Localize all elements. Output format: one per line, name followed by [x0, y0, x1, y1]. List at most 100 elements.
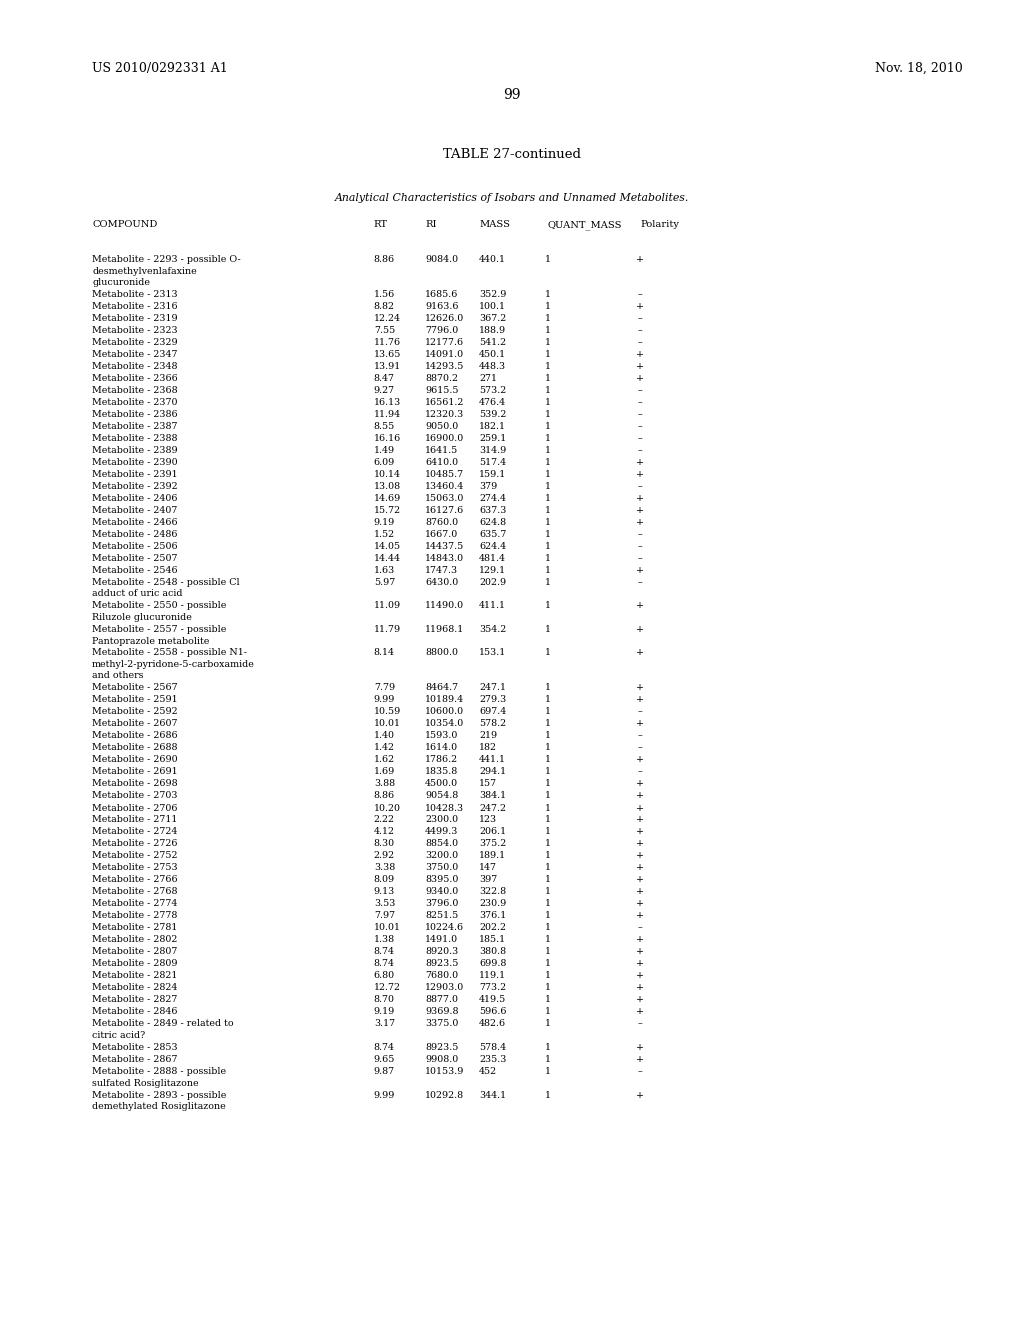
- Text: 189.1: 189.1: [479, 851, 506, 861]
- Text: 235.3: 235.3: [479, 1055, 507, 1064]
- Text: Metabolite - 2391: Metabolite - 2391: [92, 470, 178, 479]
- Text: –: –: [638, 422, 642, 432]
- Text: –: –: [638, 385, 642, 395]
- Text: 259.1: 259.1: [479, 434, 507, 444]
- Text: 11490.0: 11490.0: [425, 602, 464, 610]
- Text: 1: 1: [545, 983, 551, 993]
- Text: 624.8: 624.8: [479, 517, 506, 527]
- Text: 1667.0: 1667.0: [425, 531, 458, 539]
- Text: Metabolite - 2592: Metabolite - 2592: [92, 708, 178, 717]
- Text: 2.92: 2.92: [374, 851, 395, 861]
- Text: 10.59: 10.59: [374, 708, 401, 717]
- Text: Metabolite - 2387: Metabolite - 2387: [92, 422, 177, 432]
- Text: 1: 1: [545, 924, 551, 932]
- Text: MASS: MASS: [479, 220, 510, 228]
- Text: 185.1: 185.1: [479, 936, 506, 945]
- Text: Metabolite - 2821: Metabolite - 2821: [92, 972, 177, 981]
- Text: +: +: [636, 1090, 644, 1100]
- Text: 9050.0: 9050.0: [425, 422, 458, 432]
- Text: 1: 1: [545, 755, 551, 764]
- Text: 1: 1: [545, 1055, 551, 1064]
- Text: +: +: [636, 863, 644, 873]
- Text: 10.20: 10.20: [374, 804, 400, 813]
- Text: Metabolite - 2768: Metabolite - 2768: [92, 887, 177, 896]
- Text: 1786.2: 1786.2: [425, 755, 458, 764]
- Text: 6430.0: 6430.0: [425, 578, 458, 587]
- Text: 10428.3: 10428.3: [425, 804, 464, 813]
- Text: 1: 1: [545, 624, 551, 634]
- Text: –: –: [638, 543, 642, 550]
- Text: 10292.8: 10292.8: [425, 1090, 464, 1100]
- Text: +: +: [636, 362, 644, 371]
- Text: +: +: [636, 494, 644, 503]
- Text: Metabolite - 2807: Metabolite - 2807: [92, 948, 177, 957]
- Text: Metabolite - 2802: Metabolite - 2802: [92, 936, 177, 945]
- Text: 380.8: 380.8: [479, 948, 506, 957]
- Text: sulfated Rosiglitazone: sulfated Rosiglitazone: [92, 1078, 199, 1088]
- Text: 1.49: 1.49: [374, 446, 395, 455]
- Text: Metabolite - 2688: Metabolite - 2688: [92, 743, 177, 752]
- Text: 573.2: 573.2: [479, 385, 507, 395]
- Text: 9.19: 9.19: [374, 517, 395, 527]
- Text: +: +: [636, 624, 644, 634]
- Text: 14843.0: 14843.0: [425, 554, 464, 564]
- Text: 8.74: 8.74: [374, 960, 395, 969]
- Text: +: +: [636, 792, 644, 800]
- Text: –: –: [638, 743, 642, 752]
- Text: 1: 1: [545, 482, 551, 491]
- Text: 247.1: 247.1: [479, 684, 506, 693]
- Text: 12626.0: 12626.0: [425, 314, 464, 323]
- Text: 3.38: 3.38: [374, 863, 395, 873]
- Text: 1: 1: [545, 863, 551, 873]
- Text: 9.19: 9.19: [374, 1007, 395, 1016]
- Text: 1: 1: [545, 972, 551, 981]
- Text: Metabolite - 2407: Metabolite - 2407: [92, 506, 177, 515]
- Text: 14091.0: 14091.0: [425, 350, 464, 359]
- Text: –: –: [638, 399, 642, 407]
- Text: 15.72: 15.72: [374, 506, 400, 515]
- Text: 1: 1: [545, 446, 551, 455]
- Text: 159.1: 159.1: [479, 470, 507, 479]
- Text: 1: 1: [545, 948, 551, 957]
- Text: citric acid?: citric acid?: [92, 1031, 145, 1040]
- Text: 219: 219: [479, 731, 498, 741]
- Text: Metabolite - 2366: Metabolite - 2366: [92, 374, 178, 383]
- Text: 3796.0: 3796.0: [425, 899, 459, 908]
- Text: +: +: [636, 780, 644, 788]
- Text: 624.4: 624.4: [479, 543, 506, 550]
- Text: 2.22: 2.22: [374, 816, 395, 825]
- Text: Analytical Characteristics of Isobars and Unnamed Metabolites.: Analytical Characteristics of Isobars an…: [335, 193, 689, 203]
- Text: 16900.0: 16900.0: [425, 434, 464, 444]
- Text: 6410.0: 6410.0: [425, 458, 458, 467]
- Text: 10224.6: 10224.6: [425, 924, 464, 932]
- Text: Metabolite - 2752: Metabolite - 2752: [92, 851, 177, 861]
- Text: 1: 1: [545, 851, 551, 861]
- Text: 1: 1: [545, 840, 551, 849]
- Text: 279.3: 279.3: [479, 696, 507, 705]
- Text: 1: 1: [545, 995, 551, 1005]
- Text: 1: 1: [545, 458, 551, 467]
- Text: –: –: [638, 767, 642, 776]
- Text: –: –: [638, 314, 642, 323]
- Text: 14437.5: 14437.5: [425, 543, 464, 550]
- Text: 147: 147: [479, 863, 498, 873]
- Text: +: +: [636, 755, 644, 764]
- Text: 1835.8: 1835.8: [425, 767, 458, 776]
- Text: 8.70: 8.70: [374, 995, 395, 1005]
- Text: 1: 1: [545, 531, 551, 539]
- Text: 1: 1: [545, 719, 551, 729]
- Text: 1.38: 1.38: [374, 936, 395, 945]
- Text: +: +: [636, 995, 644, 1005]
- Text: 14293.5: 14293.5: [425, 362, 464, 371]
- Text: +: +: [636, 1043, 644, 1052]
- Text: 596.6: 596.6: [479, 1007, 507, 1016]
- Text: 8854.0: 8854.0: [425, 840, 458, 849]
- Text: 1: 1: [545, 422, 551, 432]
- Text: 8.14: 8.14: [374, 648, 395, 657]
- Text: 11.94: 11.94: [374, 411, 400, 418]
- Text: RT: RT: [374, 220, 388, 228]
- Text: 10189.4: 10189.4: [425, 696, 464, 705]
- Text: 10600.0: 10600.0: [425, 708, 464, 717]
- Text: 1: 1: [545, 517, 551, 527]
- Text: demethylated Rosiglitazone: demethylated Rosiglitazone: [92, 1102, 226, 1111]
